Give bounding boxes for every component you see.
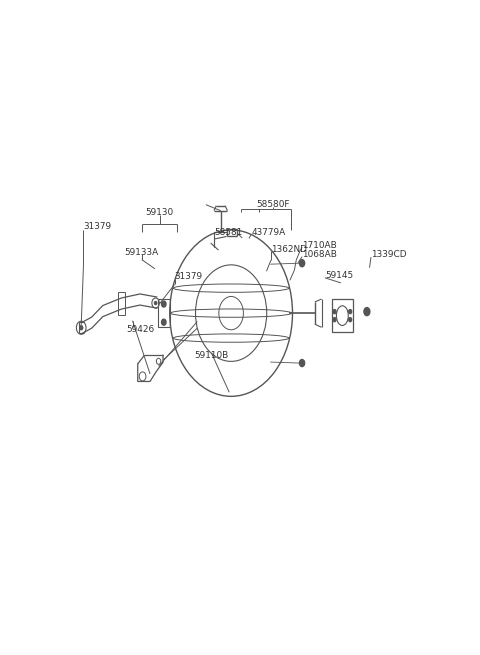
Text: 59130: 59130 — [145, 208, 174, 217]
Text: 59145: 59145 — [325, 271, 353, 280]
Circle shape — [162, 301, 166, 307]
Text: 58580F: 58580F — [256, 200, 289, 209]
Text: 1339CD: 1339CD — [371, 250, 407, 259]
Circle shape — [155, 301, 157, 305]
Circle shape — [300, 360, 305, 367]
Text: 43779A: 43779A — [252, 228, 286, 237]
Bar — [332, 299, 353, 332]
Text: 1710AB: 1710AB — [302, 240, 337, 250]
Circle shape — [300, 259, 305, 267]
Text: 31379: 31379 — [175, 272, 203, 281]
Text: 58581: 58581 — [215, 228, 243, 237]
Circle shape — [162, 319, 166, 326]
Circle shape — [333, 318, 336, 322]
Circle shape — [348, 318, 352, 322]
Text: 1068AB: 1068AB — [302, 250, 337, 259]
Text: 59110B: 59110B — [194, 351, 228, 360]
Text: 59133A: 59133A — [124, 248, 158, 257]
Circle shape — [80, 326, 83, 329]
Circle shape — [364, 308, 370, 316]
Bar — [158, 299, 170, 327]
Circle shape — [333, 310, 336, 314]
Circle shape — [348, 310, 352, 314]
Bar — [118, 292, 125, 314]
Text: 31379: 31379 — [84, 223, 111, 231]
Text: 1362ND: 1362ND — [271, 244, 307, 253]
Text: 59426: 59426 — [126, 325, 155, 334]
